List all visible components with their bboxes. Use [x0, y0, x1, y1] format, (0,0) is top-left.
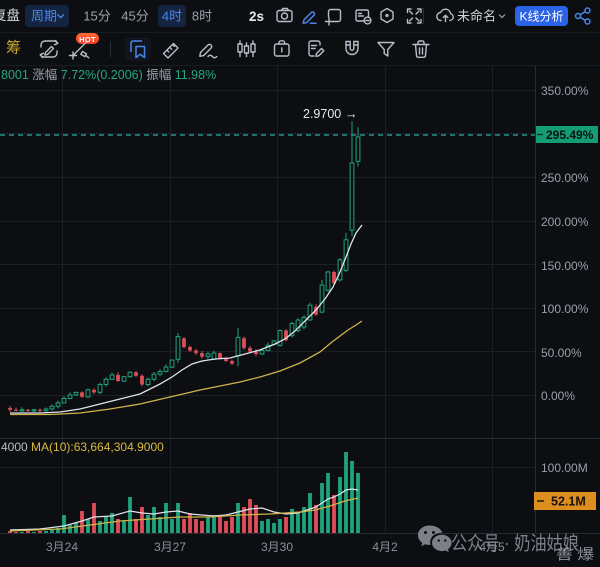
svg-text:8001 涨幅 7.72%(0.2006) 振幅 11.98: 8001 涨幅 7.72%(0.2006) 振幅 11.98%: [1, 67, 216, 82]
svg-text:K线分析: K线分析: [519, 10, 563, 24]
svg-text:50.00%: 50.00%: [541, 346, 582, 360]
svg-text:200.00%: 200.00%: [541, 215, 589, 229]
svg-text:未命名: 未命名: [457, 9, 496, 24]
svg-text:复盘: 复盘: [0, 7, 20, 23]
svg-text:公众号 · 奶油姑娘: 公众号 · 奶油姑娘: [451, 533, 579, 555]
svg-text:8时: 8时: [192, 9, 212, 24]
svg-text:2.9700 →: 2.9700 →: [303, 106, 358, 121]
svg-text:周期: 周期: [31, 9, 57, 24]
svg-text:52.1M: 52.1M: [551, 495, 586, 509]
svg-text:3月30: 3月30: [261, 540, 293, 554]
svg-text:4000 MA(10):63,664,304.9000: 4000 MA(10):63,664,304.9000: [1, 440, 164, 454]
svg-text:15分: 15分: [83, 9, 110, 24]
svg-text:4月2: 4月2: [372, 540, 398, 554]
svg-text:45分: 45分: [121, 9, 148, 24]
svg-text:善 爆: 善 爆: [556, 547, 595, 564]
svg-text:3月27: 3月27: [154, 540, 186, 554]
svg-text:4月5: 4月5: [479, 540, 505, 554]
svg-text:0.00%: 0.00%: [541, 389, 575, 403]
svg-text:2s: 2s: [249, 9, 264, 24]
svg-text:250.00%: 250.00%: [541, 171, 589, 185]
svg-text:筹: 筹: [6, 40, 21, 57]
svg-text:4时: 4时: [162, 9, 182, 24]
svg-text:150.00%: 150.00%: [541, 259, 589, 273]
svg-text:HOT: HOT: [79, 35, 96, 44]
svg-text:100.00M: 100.00M: [541, 461, 588, 475]
svg-text:3月24: 3月24: [46, 540, 78, 554]
svg-text:350.00%: 350.00%: [541, 84, 589, 98]
svg-text:100.00%: 100.00%: [541, 302, 589, 316]
svg-text:295.49%: 295.49%: [546, 128, 594, 142]
